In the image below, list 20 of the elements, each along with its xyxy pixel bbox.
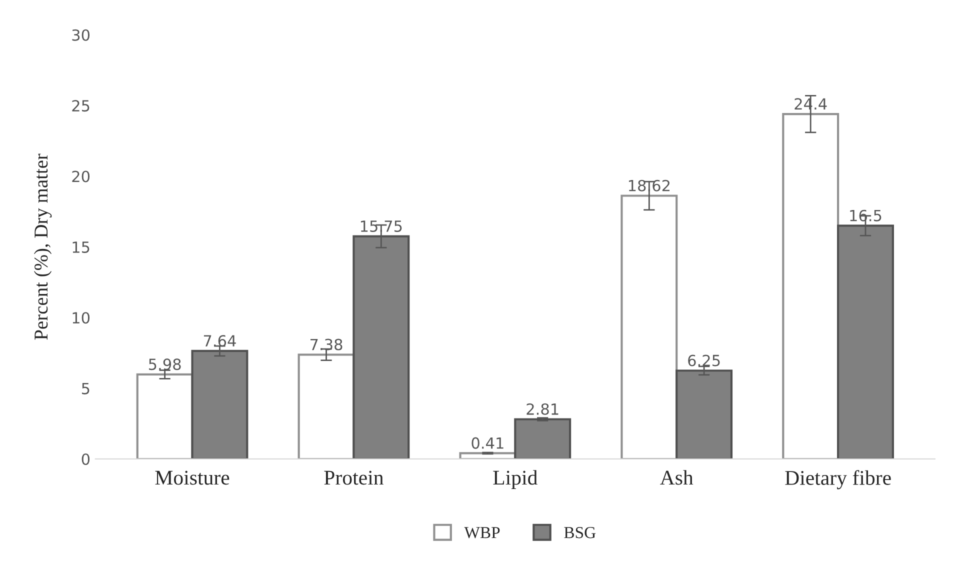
x-tick-label: Ash bbox=[660, 470, 694, 485]
y-tick-label: 0 bbox=[82, 453, 90, 466]
data-label: 7.64 bbox=[204, 335, 236, 347]
x-tick-label: Dietary fibre bbox=[785, 470, 891, 490]
x-tick-label: Moisture bbox=[155, 470, 230, 485]
data-label: 6.25 bbox=[688, 354, 720, 366]
data-label: 5.98 bbox=[148, 358, 181, 370]
x-tick-label: Protein bbox=[324, 470, 384, 485]
x-tick-label: Lipid bbox=[493, 470, 538, 489]
y-tick-label: 15 bbox=[72, 242, 90, 253]
y-axis-title: Percent (%), Dry matter bbox=[34, 154, 52, 340]
y-tick-label: 30 bbox=[72, 29, 90, 41]
legend-label: WBP bbox=[464, 527, 500, 538]
y-tick-label: 5 bbox=[82, 382, 90, 394]
y-tick-label: 10 bbox=[72, 312, 90, 324]
data-label: 0.41 bbox=[472, 437, 504, 449]
y-tick-label: 25 bbox=[72, 100, 90, 112]
legend-label: BSG bbox=[564, 527, 596, 538]
y-tick-label: 20 bbox=[72, 170, 90, 182]
data-label: 2.81 bbox=[526, 403, 558, 415]
